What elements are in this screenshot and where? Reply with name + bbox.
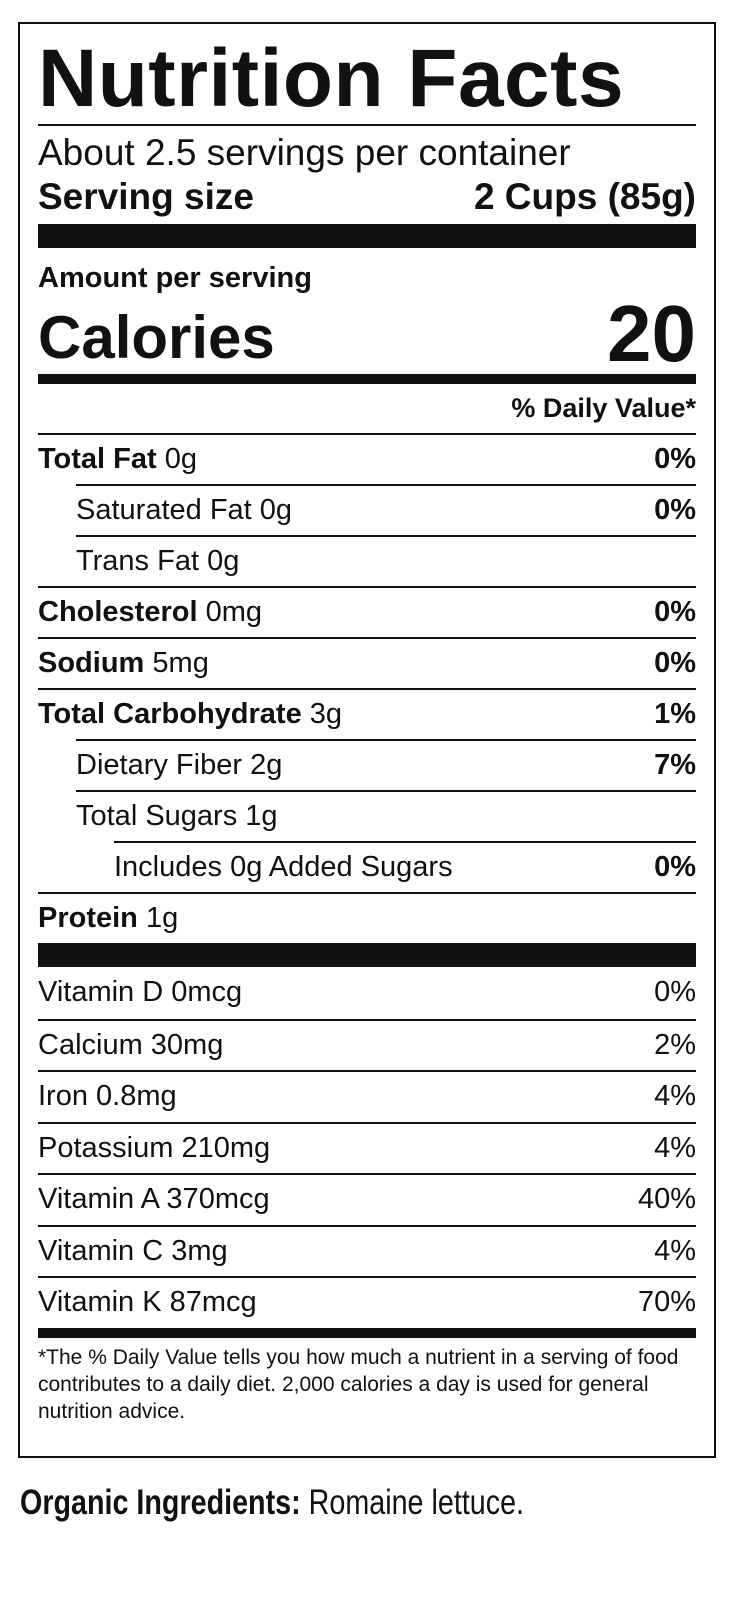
nutrient-name: Saturated Fat [76,494,252,526]
vitamin-dv: 2% [654,1028,696,1061]
nutrient-amount: 2g [250,749,283,781]
divider-thick [38,943,696,967]
vitamin-dv: 4% [654,1131,696,1164]
divider-medium [38,374,696,384]
nutrient-row-added-sugars: Includes 0g Added Sugars 0% [114,841,696,892]
amount-per-serving: Amount per serving [38,262,312,294]
nutrient-row-total-fat: Total Fat 0g 0% [38,433,696,484]
vitamin-name: Iron 0.8mg [38,1080,177,1113]
nutrient-name: Total Fat [38,443,157,475]
divider-thick [38,224,696,248]
nutrient-dv: 0% [654,851,696,883]
vitamin-name: Vitamin D 0mcg [38,976,243,1009]
vitamin-dv: 0% [654,976,696,1009]
nutrient-dv: 0% [654,647,696,679]
nutrient-name: Total Sugars [76,800,238,832]
nutrient-amount: 1g [245,800,278,832]
vitamin-row: Iron 0.8mg 4% [38,1070,696,1122]
nutrient-amount: 0mg [205,596,263,628]
ingredients-statement: Organic Ingredients: Romaine lettuce. [20,1478,594,1528]
daily-value-footnote: *The % Daily Value tells you how much a … [38,1345,679,1424]
vitamin-row: Vitamin C 3mg 4% [38,1224,696,1277]
nutrient-name: Trans Fat [76,545,200,577]
nutrient-name: Cholesterol [38,596,198,628]
nutrient-amount: 5mg [152,647,209,679]
nutrient-row-cholesterol: Cholesterol 0mg 0% [38,586,696,637]
vitamin-name: Vitamin C 3mg [38,1234,228,1267]
nutrient-amount: 1g [145,902,179,934]
nutrient-dv: 0% [654,596,696,628]
nutrient-name: Includes 0g Added Sugars [114,851,453,883]
servings-per-container: About 2.5 servings per container [38,132,571,173]
vitamin-dv: 70% [637,1286,696,1319]
vitamin-name: Potassium 210mg [38,1131,271,1164]
nutrient-row-protein: Protein 1g [38,892,696,943]
vitamin-dv: 40% [637,1183,696,1216]
calories-row: Calories 20 [38,294,696,374]
vitamin-name: Vitamin K 87mcg [38,1286,257,1319]
vitamin-dv: 4% [654,1080,696,1113]
nutrient-name: Sodium [38,647,145,679]
nutrient-row-total-sugars: Total Sugars 1g [76,790,696,841]
nutrition-facts-panel: Nutrition Facts About 2.5 servings per c… [18,22,716,1458]
vitamin-name: Calcium 30mg [38,1028,224,1061]
calories-label: Calories [38,304,275,371]
nutrient-dv: 0% [654,443,696,475]
nutrient-name: Dietary Fiber [76,749,242,781]
divider-medium [38,1327,696,1338]
nutrient-amount: 3g [309,698,343,730]
nutrient-dv: 0% [654,494,696,526]
ingredients-text: Romaine lettuce. [308,1483,525,1522]
nutrient-row-trans-fat: Trans Fat 0g [76,535,696,586]
serving-size-row: Serving size 2 Cups (85g) [38,178,696,224]
nutrient-dv: 7% [654,749,696,781]
vitamin-row: Vitamin D 0mcg 0% [38,967,696,1019]
nutrient-row-sodium: Sodium 5mg 0% [38,637,696,688]
ingredients-label: Organic Ingredients: [20,1483,301,1522]
serving-size-value: 2 Cups (85g) [473,176,696,217]
daily-value-header: % Daily Value* [511,393,696,423]
nutrient-amount: 0g [259,494,293,526]
calories-value: 20 [607,289,696,378]
vitamin-row: Calcium 30mg 2% [38,1018,696,1071]
nutrition-facts-title: Nutrition Facts [38,33,625,124]
nutrient-row-saturated-fat: Saturated Fat 0g 0% [76,484,696,535]
nutrient-name: Total Carbohydrate [38,698,302,730]
vitamin-row: Vitamin K 87mcg 70% [38,1276,696,1328]
vitamin-row: Potassium 210mg 4% [38,1121,696,1174]
serving-size-label: Serving size [38,176,254,217]
nutrient-amount: 0g [164,443,198,475]
vitamin-dv: 4% [654,1234,696,1267]
divider [38,124,696,126]
nutrient-amount: 0g [207,545,240,577]
nutrient-dv: 1% [654,698,696,730]
nutrient-row-dietary-fiber: Dietary Fiber 2g 7% [76,739,696,790]
nutrient-row-total-carbohydrate: Total Carbohydrate 3g 1% [38,688,696,739]
vitamin-row: Vitamin A 370mcg 40% [38,1173,696,1225]
nutrient-name: Protein [38,902,138,934]
vitamin-name: Vitamin A 370mcg [38,1183,270,1216]
